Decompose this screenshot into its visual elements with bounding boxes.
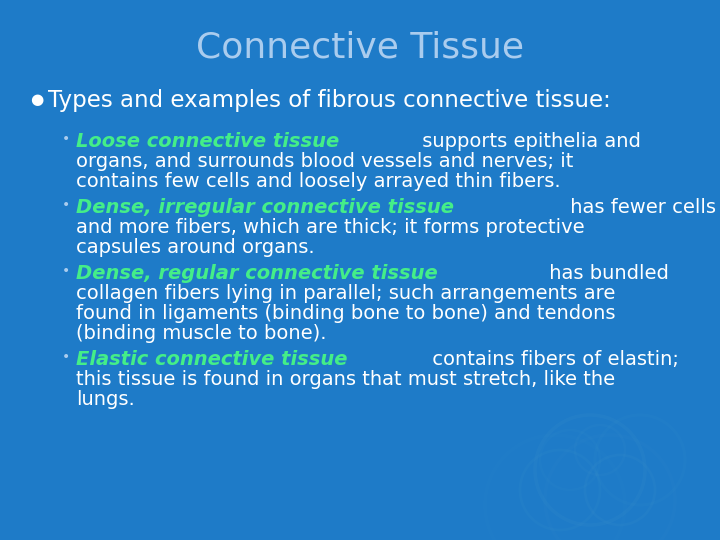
Text: Loose connective tissue: Loose connective tissue bbox=[76, 132, 339, 151]
Text: •: • bbox=[62, 132, 71, 146]
Text: has fewer cells: has fewer cells bbox=[564, 198, 716, 217]
Text: organs, and surrounds blood vessels and nerves; it: organs, and surrounds blood vessels and … bbox=[76, 152, 573, 171]
Text: •: • bbox=[62, 198, 71, 212]
Text: lungs.: lungs. bbox=[76, 390, 135, 409]
Text: •: • bbox=[62, 350, 71, 364]
Text: collagen fibers lying in parallel; such arrangements are: collagen fibers lying in parallel; such … bbox=[76, 284, 616, 303]
Text: ●: ● bbox=[30, 92, 43, 107]
Text: •: • bbox=[62, 264, 71, 278]
Text: supports epithelia and: supports epithelia and bbox=[415, 132, 641, 151]
Text: Connective Tissue: Connective Tissue bbox=[196, 31, 524, 65]
Text: Dense, regular connective tissue: Dense, regular connective tissue bbox=[76, 264, 438, 283]
Text: this tissue is found in organs that must stretch, like the: this tissue is found in organs that must… bbox=[76, 370, 615, 389]
Text: has bundled: has bundled bbox=[543, 264, 669, 283]
Text: and more fibers, which are thick; it forms protective: and more fibers, which are thick; it for… bbox=[76, 218, 585, 237]
Text: (binding muscle to bone).: (binding muscle to bone). bbox=[76, 324, 326, 343]
Text: Elastic connective tissue: Elastic connective tissue bbox=[76, 350, 348, 369]
Text: Dense, irregular connective tissue: Dense, irregular connective tissue bbox=[76, 198, 454, 217]
Text: capsules around organs.: capsules around organs. bbox=[76, 238, 315, 257]
Text: Types and examples of fibrous connective tissue:: Types and examples of fibrous connective… bbox=[48, 89, 611, 111]
Text: contains fibers of elastin;: contains fibers of elastin; bbox=[426, 350, 679, 369]
Text: found in ligaments (binding bone to bone) and tendons: found in ligaments (binding bone to bone… bbox=[76, 304, 616, 323]
Text: contains few cells and loosely arrayed thin fibers.: contains few cells and loosely arrayed t… bbox=[76, 172, 561, 191]
